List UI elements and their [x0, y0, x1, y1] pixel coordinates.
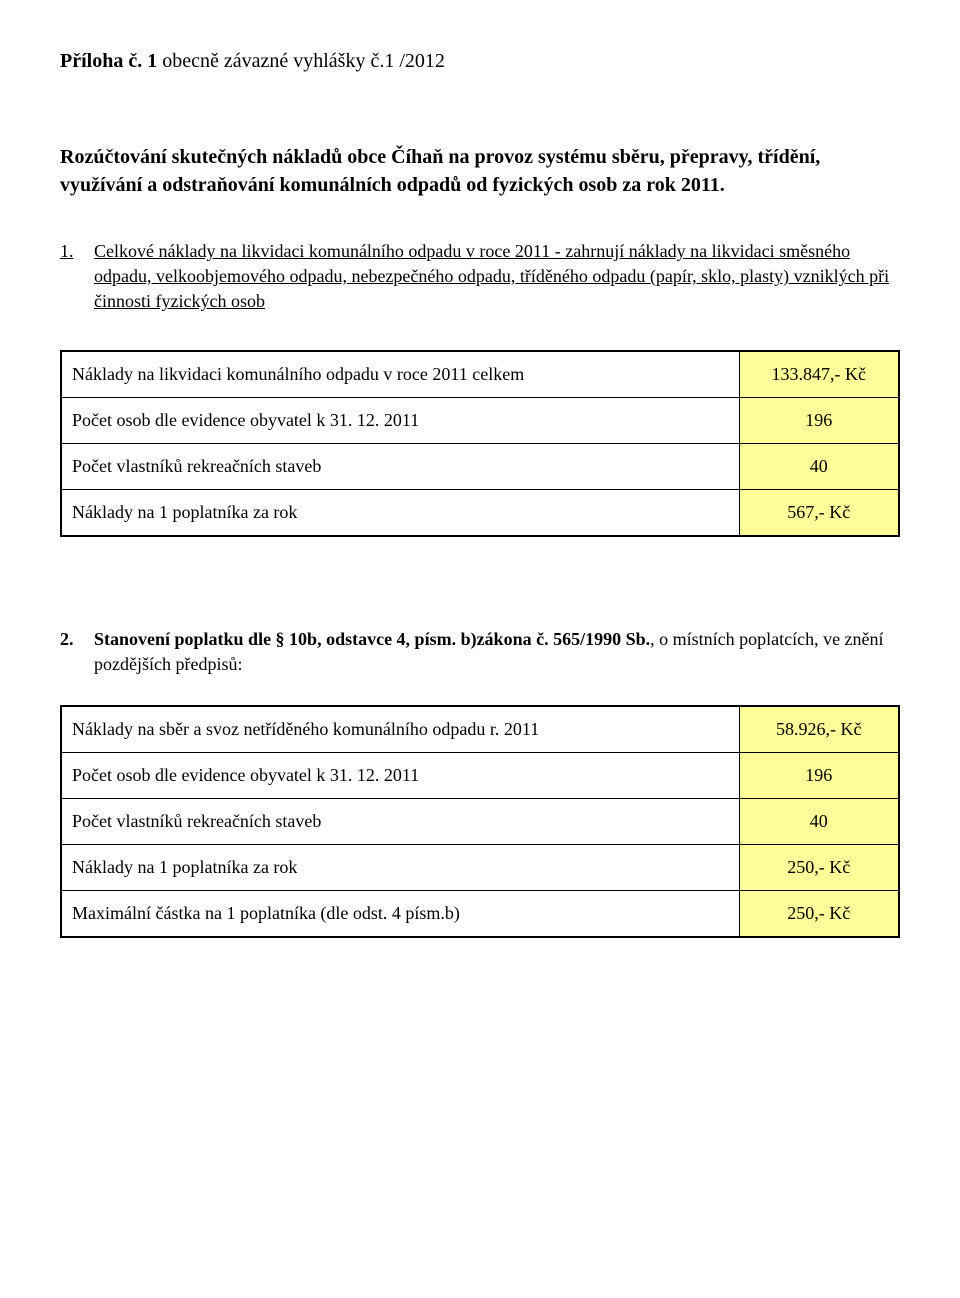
table-row: Náklady na sběr a svoz netříděného komun… [61, 706, 899, 753]
title-bold: Příloha č. 1 [60, 50, 157, 72]
table-row: Maximální částka na 1 poplatníka (dle od… [61, 890, 899, 937]
document-title: Příloha č. 1 obecně závazné vyhlášky č.1… [60, 50, 900, 73]
row-value: 567,- Kč [739, 489, 899, 536]
row-label: Počet vlastníků rekreačních staveb [61, 798, 739, 844]
table-row: Počet vlastníků rekreačních staveb 40 [61, 798, 899, 844]
table-row: Náklady na likvidaci komunálního odpadu … [61, 351, 899, 398]
document-subtitle: Rozúčtování skutečných nákladů obce Číha… [60, 143, 900, 199]
item-text-bold-a: Stanovení poplatku dle § 10b, odstavce 4… [94, 629, 650, 649]
row-label: Náklady na 1 poplatníka za rok [61, 489, 739, 536]
table-row: Počet osob dle evidence obyvatel k 31. 1… [61, 397, 899, 443]
item-number: 2. [60, 627, 94, 677]
row-label: Maximální částka na 1 poplatníka (dle od… [61, 890, 739, 937]
list-item-1: 1. Celkové náklady na likvidaci komunáln… [60, 239, 900, 315]
row-label: Náklady na likvidaci komunálního odpadu … [61, 351, 739, 398]
row-label: Počet vlastníků rekreačních staveb [61, 443, 739, 489]
row-value: 58.926,- Kč [739, 706, 899, 753]
row-value: 196 [739, 397, 899, 443]
table-row: Počet osob dle evidence obyvatel k 31. 1… [61, 752, 899, 798]
row-value: 250,- Kč [739, 844, 899, 890]
title-rest: obecně závazné vyhlášky č.1 /2012 [157, 50, 445, 72]
table-row: Počet vlastníků rekreačních staveb 40 [61, 443, 899, 489]
row-value: 40 [739, 798, 899, 844]
item-text: Celkové náklady na likvidaci komunálního… [94, 239, 900, 315]
row-value: 250,- Kč [739, 890, 899, 937]
costs-table-2: Náklady na sběr a svoz netříděného komun… [60, 705, 900, 938]
row-value: 196 [739, 752, 899, 798]
list-item-2: 2. Stanovení poplatku dle § 10b, odstavc… [60, 627, 900, 677]
costs-table-1: Náklady na likvidaci komunálního odpadu … [60, 350, 900, 537]
item-number: 1. [60, 239, 94, 315]
row-label: Náklady na sběr a svoz netříděného komun… [61, 706, 739, 753]
row-value: 133.847,- Kč [739, 351, 899, 398]
row-label: Náklady na 1 poplatníka za rok [61, 844, 739, 890]
row-label: Počet osob dle evidence obyvatel k 31. 1… [61, 397, 739, 443]
table-row: Náklady na 1 poplatníka za rok 567,- Kč [61, 489, 899, 536]
table-row: Náklady na 1 poplatníka za rok 250,- Kč [61, 844, 899, 890]
row-label: Počet osob dle evidence obyvatel k 31. 1… [61, 752, 739, 798]
item-text: Stanovení poplatku dle § 10b, odstavce 4… [94, 627, 900, 677]
row-value: 40 [739, 443, 899, 489]
